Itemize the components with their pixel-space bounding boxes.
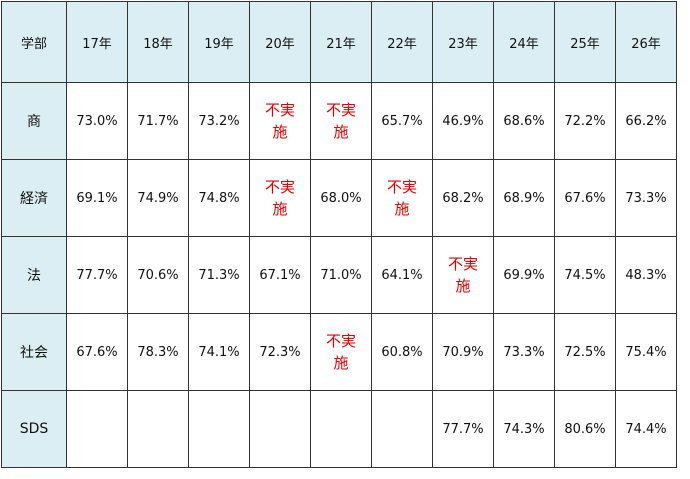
header-cell: 23年 (432, 1, 494, 83)
cell: 不実施 (310, 313, 372, 391)
cell: 68.9% (493, 159, 555, 237)
cell: 64.1% (371, 236, 433, 314)
cell: 71.7% (127, 82, 189, 160)
header-row: 学部 17年 18年 19年 20年 21年 22年 23年 24年 25年 26年 (1, 1, 677, 83)
cell: 74.1% (188, 313, 250, 391)
not-held-note: 不実施 (325, 332, 356, 372)
cell: 46.9% (432, 82, 494, 160)
cell: 71.0% (310, 236, 372, 314)
cell: 75.4% (615, 313, 677, 391)
cell: 不実施 (310, 82, 372, 160)
header-cell: 学部 (1, 1, 67, 83)
not-held-note: 不実施 (325, 101, 356, 141)
cell: 69.1% (66, 159, 128, 237)
cell: 67.1% (249, 236, 311, 314)
cell: 74.5% (554, 236, 616, 314)
cell (310, 390, 372, 468)
row-label: 法 (1, 236, 67, 314)
cell: 66.2% (615, 82, 677, 160)
not-held-note: 不実施 (386, 178, 417, 218)
row-label: 商 (1, 82, 67, 160)
results-table: 学部 17年 18年 19年 20年 21年 22年 23年 24年 25年 26年商 73.0% 71… (1, 1, 677, 468)
cell: 68.6% (493, 82, 555, 160)
cell: 73.3% (615, 159, 677, 237)
cell: 67.6% (66, 313, 128, 391)
row-label: SDS (1, 390, 67, 468)
header-cell: 21年 (310, 1, 372, 83)
header-cell: 24年 (493, 1, 555, 83)
cell: 73.2% (188, 82, 250, 160)
cell: 77.7% (432, 390, 494, 468)
cell: 72.5% (554, 313, 616, 391)
cell (127, 390, 189, 468)
header-cell: 25年 (554, 1, 616, 83)
data-row: 法 77.7% 70.6% 71.3% 67.1% 71.0% 64.1% 不実施 69.9% 7… (1, 236, 677, 314)
header-cell: 22年 (371, 1, 433, 83)
cell: 69.9% (493, 236, 555, 314)
cell: 不実施 (249, 82, 311, 160)
not-held-note: 不実施 (264, 178, 295, 218)
cell: 60.8% (371, 313, 433, 391)
header-cell: 18年 (127, 1, 189, 83)
cell: 65.7% (371, 82, 433, 160)
cell: 77.7% (66, 236, 128, 314)
data-row: 社会 67.6% 78.3% 74.1% 72.3% 不実施 60.8% 70.9% 73.3%… (1, 313, 677, 391)
row-label: 経済 (1, 159, 67, 237)
cell: 74.9% (127, 159, 189, 237)
header-cell: 26年 (615, 1, 677, 83)
cell: 72.2% (554, 82, 616, 160)
cell: 71.3% (188, 236, 250, 314)
cell: 不実施 (432, 236, 494, 314)
cell: 80.6% (554, 390, 616, 468)
not-held-note: 不実施 (264, 101, 295, 141)
cell: 74.3% (493, 390, 555, 468)
cell: 48.3% (615, 236, 677, 314)
data-row: 商 73.0% 71.7% 73.2% 不実施 不実施 65.7% 46.9% 68.6% 72.… (1, 82, 677, 160)
header-cell: 17年 (66, 1, 128, 83)
data-row: 経済 69.1% 74.9% 74.8% 不実施 68.0% 不実施 68.2% 68.9% 67… (1, 159, 677, 237)
cell: 70.9% (432, 313, 494, 391)
cell: 不実施 (371, 159, 433, 237)
cell: 74.8% (188, 159, 250, 237)
cell (188, 390, 250, 468)
header-cell: 20年 (249, 1, 311, 83)
cell: 68.2% (432, 159, 494, 237)
cell (371, 390, 433, 468)
cell (249, 390, 311, 468)
cell: 68.0% (310, 159, 372, 237)
cell: 72.3% (249, 313, 311, 391)
cell: 73.0% (66, 82, 128, 160)
header-cell: 19年 (188, 1, 250, 83)
cell: 不実施 (249, 159, 311, 237)
cell: 67.6% (554, 159, 616, 237)
cell: 70.6% (127, 236, 189, 314)
cell (66, 390, 128, 468)
not-held-note: 不実施 (447, 255, 478, 295)
data-row: SDS 77.7% 74.3% 80.6% 74.4% (1, 390, 677, 468)
cell: 73.3% (493, 313, 555, 391)
row-label: 社会 (1, 313, 67, 391)
cell: 74.4% (615, 390, 677, 468)
cell: 78.3% (127, 313, 189, 391)
